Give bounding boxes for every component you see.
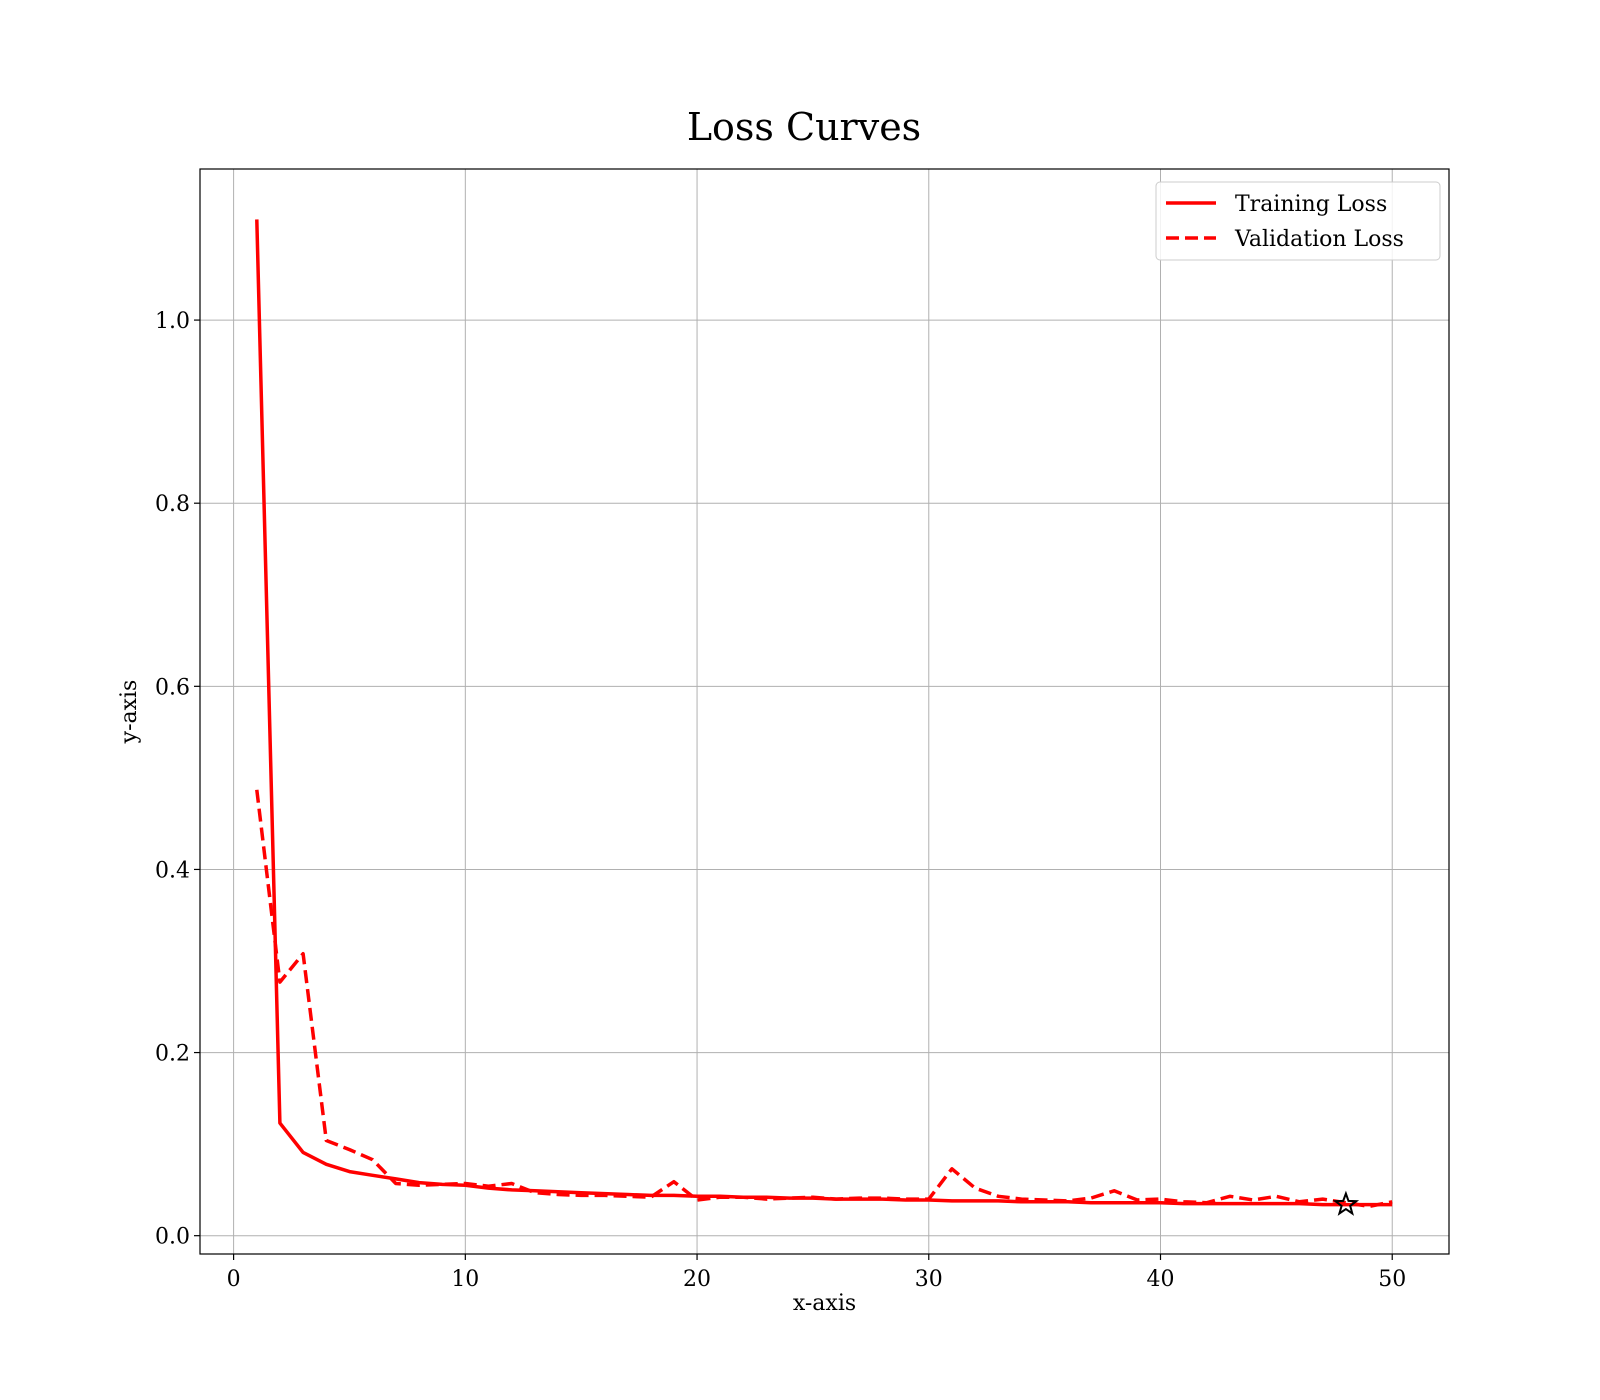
chart-title: Loss Curves	[687, 105, 921, 149]
y-tick-label: 0.6	[155, 675, 190, 700]
legend: Training Loss Validation Loss	[1155, 181, 1441, 261]
x-axis-ticks: 0 10 20 30 40 50	[227, 1254, 1406, 1292]
y-tick-label: 0.0	[155, 1225, 190, 1250]
series-layer	[255, 219, 1393, 1209]
best-epoch-star-marker	[1332, 1190, 1360, 1216]
legend-label: Training Loss	[1235, 192, 1387, 217]
y-tick-label: 1.0	[155, 309, 190, 334]
x-tick-label: 30	[915, 1267, 943, 1292]
y-axis-ticks: 0.0 0.2 0.4 0.6 0.8 1.0	[155, 309, 200, 1250]
marker-layer	[1332, 1190, 1360, 1216]
x-tick-label: 50	[1378, 1267, 1406, 1292]
x-tick-label: 20	[683, 1267, 711, 1292]
legend-label: Validation Loss	[1234, 227, 1404, 252]
x-tick-label: 40	[1147, 1267, 1175, 1292]
y-tick-label: 0.4	[155, 858, 190, 883]
plot-frame	[199, 168, 1450, 1255]
y-tick-label: 0.8	[155, 492, 190, 517]
x-tick-label: 10	[451, 1267, 479, 1292]
legend-box	[1155, 181, 1441, 261]
training-loss-line	[255, 219, 1393, 1207]
y-axis-label: y-axis	[117, 680, 142, 745]
x-axis-label: x-axis	[793, 1291, 856, 1316]
grid-lines	[200, 169, 1449, 1254]
x-tick-label: 0	[227, 1267, 241, 1292]
validation-loss-line	[255, 789, 1393, 1209]
y-tick-label: 0.2	[155, 1042, 190, 1067]
